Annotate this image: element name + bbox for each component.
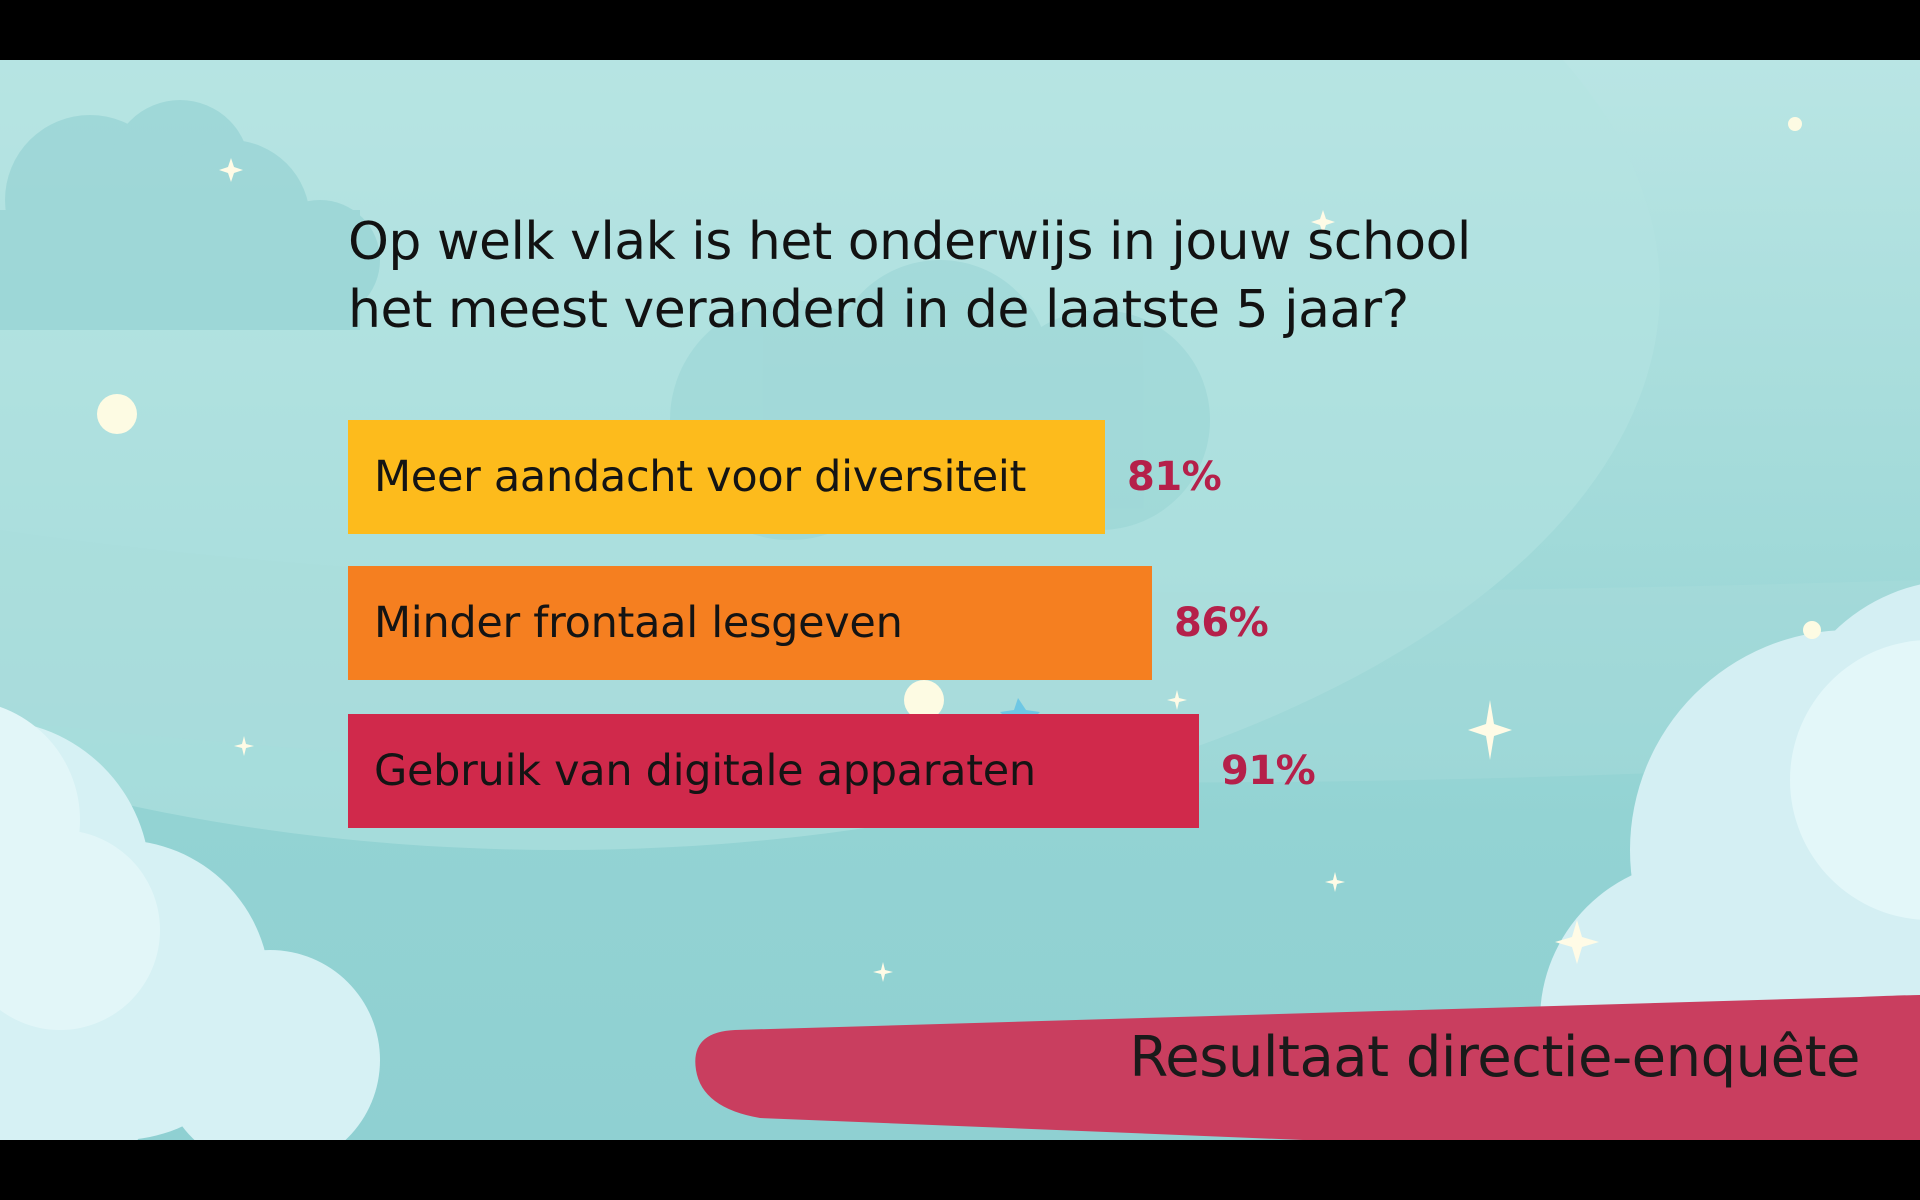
question-line-2: het meest veranderd in de laatste 5 jaar… <box>348 280 1409 340</box>
cloud-bottom-left-highlight <box>0 706 160 1030</box>
bar-value-label: 91% <box>1221 748 1316 794</box>
bar-diversiteit: Meer aandacht voor diversiteit <box>348 420 1105 534</box>
cloud-right-highlight <box>1790 640 1920 920</box>
bar-value-label: 86% <box>1174 600 1269 646</box>
sparkles <box>219 158 1599 982</box>
letterbox-top <box>0 0 1920 60</box>
cloud-top-left <box>0 100 380 330</box>
banner-shape <box>695 995 1920 1140</box>
banner-text: Resultaat directie-enquête <box>1129 1025 1860 1090</box>
bar-value-label: 81% <box>1127 454 1222 500</box>
bar-label: Meer aandacht voor diversiteit <box>374 452 1027 502</box>
bar-label: Minder frontaal lesgeven <box>374 598 903 648</box>
question-line-1: Op welk vlak is het onderwijs in jouw sc… <box>348 212 1471 272</box>
bar-label: Gebruik van digitale apparaten <box>374 746 1036 796</box>
question-title: Op welk vlak is het onderwijs in jouw sc… <box>348 208 1548 344</box>
bar-digitale-apparaten: Gebruik van digitale apparaten <box>348 714 1199 828</box>
glow-dots <box>97 117 1821 720</box>
letterbox-bottom <box>0 1140 1920 1200</box>
bar-frontaal-lesgeven: Minder frontaal lesgeven <box>348 566 1152 680</box>
slide: Op welk vlak is het onderwijs in jouw sc… <box>0 60 1920 1140</box>
